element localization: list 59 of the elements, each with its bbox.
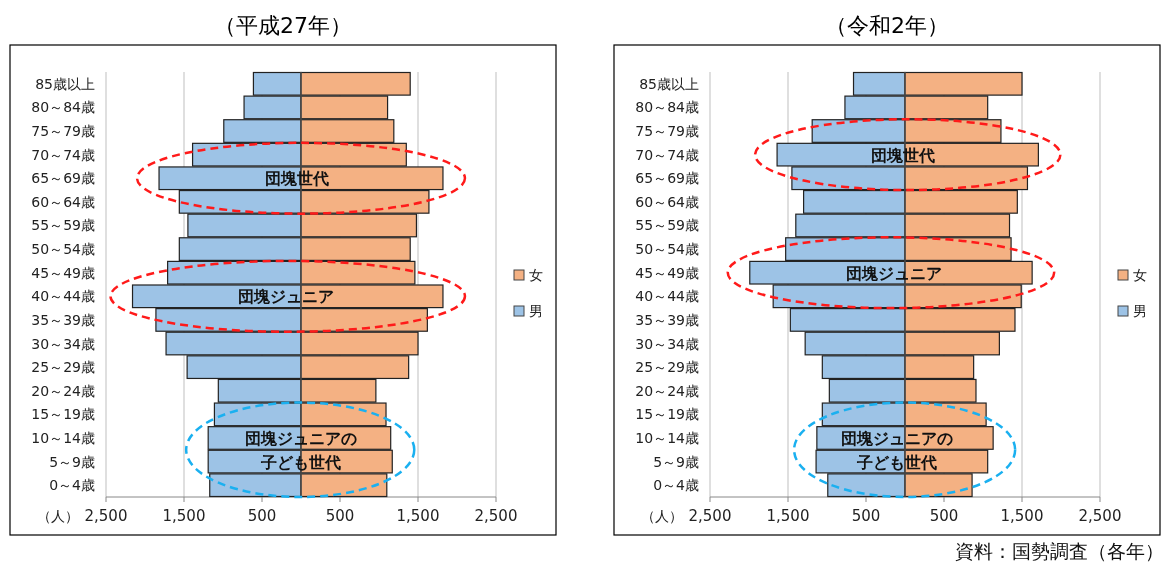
y-tick-label: 80～84歳	[31, 99, 95, 116]
y-tick-label: 0～4歳	[653, 477, 699, 494]
x-tick-label: 1,500	[162, 507, 206, 525]
legend-label: 女	[1133, 267, 1147, 283]
y-tick-label: 75～79歳	[31, 123, 95, 140]
y-tick-label: 55～59歳	[31, 217, 95, 234]
y-tick-label: 5～9歳	[49, 453, 95, 470]
x-tick-label: 500	[247, 507, 277, 525]
y-tick-label: 80～84歳	[635, 99, 699, 116]
y-tick-label: 25～29歳	[31, 359, 95, 376]
x-tick-label: 1,500	[766, 507, 810, 525]
x-tick-label: 2,500	[1078, 507, 1122, 525]
x-tick-label: 2,500	[474, 507, 518, 525]
x-tick-label: 1,500	[1000, 507, 1044, 525]
y-tick-label: 5～9歳	[653, 453, 699, 470]
y-tick-label: 50～54歳	[31, 241, 95, 258]
x-axis-title: （人）	[37, 508, 79, 524]
y-tick-label: 45～49歳	[31, 264, 95, 281]
y-tick-label: 30～34歳	[31, 335, 95, 352]
legend-label: 男	[1133, 303, 1147, 319]
y-tick-label: 85歳以上	[639, 75, 699, 92]
x-tick-label: 2,500	[84, 507, 128, 525]
text: 資料：国勢調査（各年）	[955, 540, 1164, 562]
y-tick-label: 65～69歳	[635, 170, 699, 187]
y-tick-label: 85歳以上	[35, 75, 95, 92]
y-tick-label: 75～79歳	[635, 123, 699, 140]
x-tick-label: 1,500	[396, 507, 440, 525]
y-tick-label: 40～44歳	[635, 288, 699, 305]
y-tick-label: 70～74歳	[31, 146, 95, 163]
y-tick-label: 20～24歳	[31, 382, 95, 399]
chart-title: （令和2年）	[825, 13, 949, 38]
y-tick-label: 55～59歳	[635, 217, 699, 234]
y-tick-label: 35～39歳	[635, 311, 699, 328]
y-tick-label: 0～4歳	[49, 477, 95, 494]
x-tick-label: 500	[851, 507, 881, 525]
y-tick-label: 70～74歳	[635, 146, 699, 163]
y-tick-label: 25～29歳	[635, 359, 699, 376]
legend-label: 男	[529, 303, 543, 319]
x-tick-label: 500	[929, 507, 959, 525]
y-tick-label: 10～14歳	[31, 429, 95, 446]
y-tick-label: 20～24歳	[635, 382, 699, 399]
y-tick-label: 30～34歳	[635, 335, 699, 352]
legend-label: 女	[529, 267, 543, 283]
x-tick-label: 2,500	[688, 507, 732, 525]
annotation: 団塊ジュニア	[238, 287, 335, 307]
y-tick-label: 10～14歳	[635, 429, 699, 446]
x-tick-label: 500	[325, 507, 355, 525]
y-tick-label: 60～64歳	[31, 193, 95, 210]
x-axis-title: （人）	[641, 508, 683, 524]
y-tick-label: 15～19歳	[635, 406, 699, 423]
y-tick-label: 15～19歳	[31, 406, 95, 423]
chart-title: （平成27年）	[214, 13, 352, 38]
annotation: 団塊ジュニアの子ども世代	[245, 428, 357, 472]
y-tick-label: 35～39歳	[31, 311, 95, 328]
y-tick-label: 65～69歳	[31, 170, 95, 187]
y-tick-label: 40～44歳	[31, 288, 95, 305]
y-tick-label: 50～54歳	[635, 241, 699, 258]
y-tick-label: 60～64歳	[635, 193, 699, 210]
y-tick-label: 45～49歳	[635, 264, 699, 281]
